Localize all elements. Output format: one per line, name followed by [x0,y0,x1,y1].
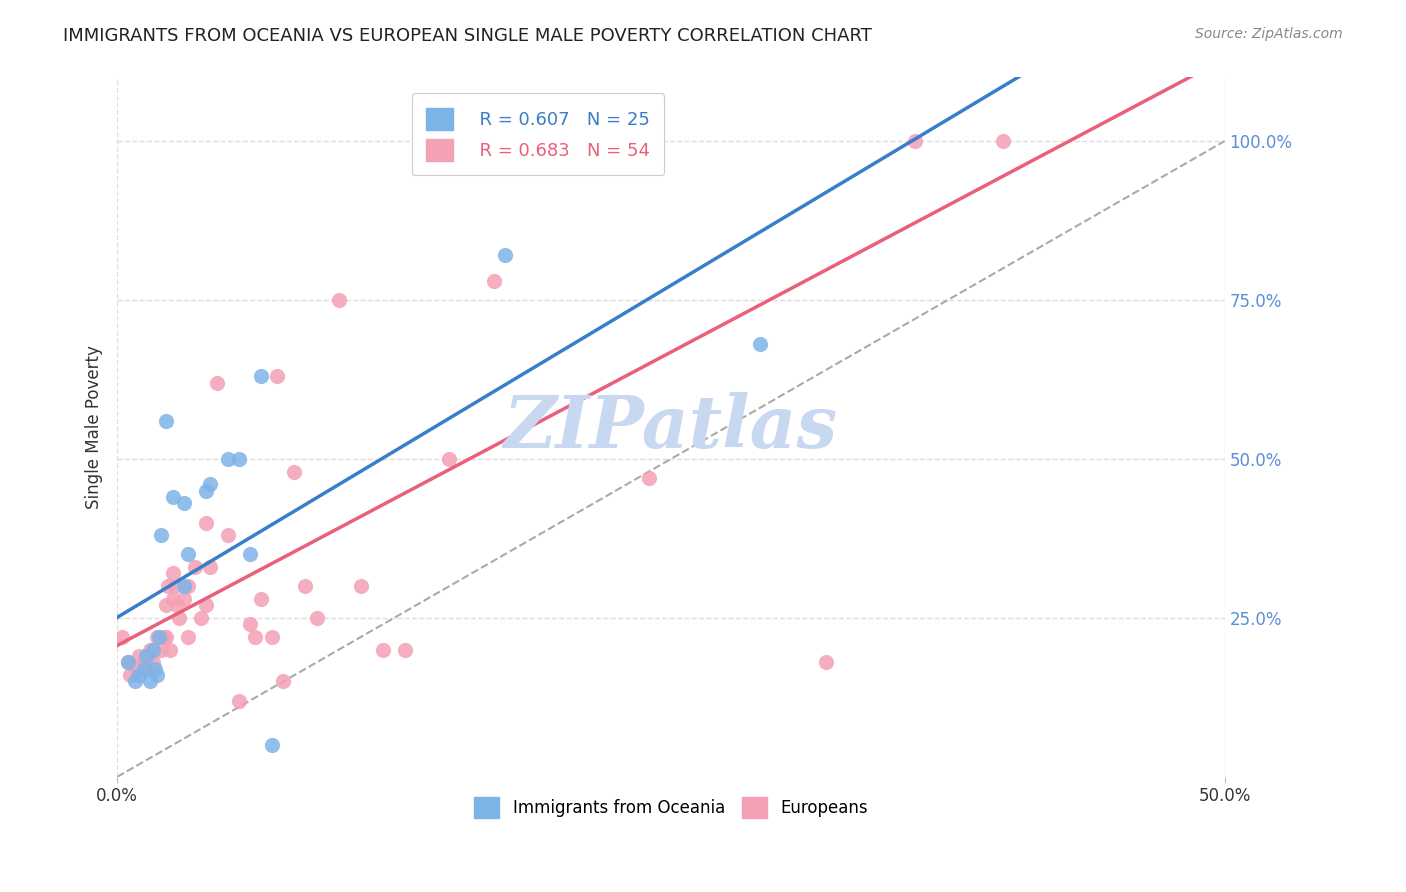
Point [482,274,505,288]
Point [167,611,190,625]
Point [593,134,616,148]
Point [150,528,173,542]
Point [177,547,200,561]
Text: IMMIGRANTS FROM OCEANIA VS EUROPEAN SINGLE MALE POVERTY CORRELATION CHART: IMMIGRANTS FROM OCEANIA VS EUROPEAN SING… [63,27,872,45]
Point [305,611,328,625]
Point [262,630,284,644]
Point [371,642,394,657]
Legend: Immigrants from Oceania, Europeans: Immigrants from Oceania, Europeans [468,791,875,824]
Point [993,134,1015,148]
Text: ZIPatlas: ZIPatlas [503,392,838,463]
Point [150,642,173,657]
Point [143,662,166,676]
Point [190,611,212,625]
Point [124,662,146,676]
Point [194,483,217,498]
Point [124,674,146,689]
Point [163,579,186,593]
Point [135,648,157,663]
Point [166,598,188,612]
Point [239,617,262,632]
Point [273,674,295,689]
Point [173,579,195,593]
Point [135,662,157,676]
Point [394,642,416,657]
Point [239,547,262,561]
Point [328,293,350,307]
Point [283,465,305,479]
Point [200,560,222,574]
Point [159,642,181,657]
Point [155,630,177,644]
Point [117,656,139,670]
Point [748,337,770,351]
Point [250,369,273,384]
Point [183,560,205,574]
Point [148,630,170,644]
Point [205,376,228,390]
Point [637,471,659,485]
Point [120,668,142,682]
Point [228,693,250,707]
Point [217,452,239,467]
Point [139,642,162,657]
Point [262,738,284,752]
Point [494,248,516,262]
Point [294,579,316,593]
Point [250,591,273,606]
Point [155,414,177,428]
Point [194,516,217,530]
Point [266,369,288,384]
Point [162,490,184,504]
Point [177,630,200,644]
Point [228,452,250,467]
Point [243,630,266,644]
Point [173,591,195,606]
Point [155,598,177,612]
Point [194,598,217,612]
Point [350,579,373,593]
Point [814,656,837,670]
Point [439,452,461,467]
Point [162,566,184,581]
Point [132,662,155,676]
Point [200,477,222,491]
Point [177,579,200,593]
Point [132,656,155,670]
Y-axis label: Single Male Poverty: Single Male Poverty [86,345,103,509]
Point [117,656,139,670]
Point [142,642,165,657]
Point [157,579,180,593]
Point [146,630,169,644]
Point [139,674,162,689]
Point [142,656,165,670]
Point [904,134,927,148]
Text: Source: ZipAtlas.com: Source: ZipAtlas.com [1195,27,1343,41]
Point [146,668,169,682]
Point [217,528,239,542]
Point [162,591,184,606]
Point [173,496,195,510]
Point [128,668,150,682]
Point [128,648,150,663]
Point [136,648,159,663]
Point [152,630,174,644]
Point [111,630,134,644]
Point [548,134,571,148]
